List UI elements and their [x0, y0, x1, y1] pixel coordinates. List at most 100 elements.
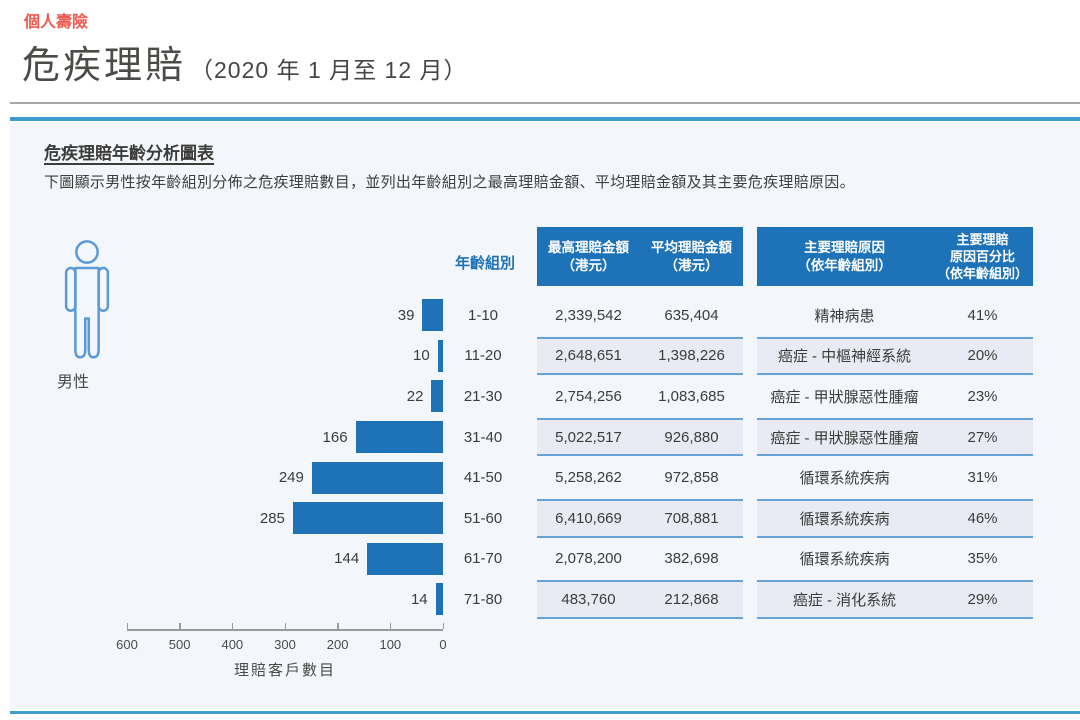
bar-value-label: 249 [278, 469, 304, 487]
max-claim-cell: 483,760 [561, 590, 616, 608]
bar-cell: 10 [10, 336, 443, 377]
bar-cell: 39 [10, 295, 443, 336]
bar-value-label: 285 [259, 509, 285, 527]
bar-value-label: 166 [322, 428, 348, 446]
bar-cell: 144 [10, 539, 443, 580]
bar [367, 542, 443, 575]
avg-claim-cell: 1,398,226 [658, 347, 725, 365]
bar-value-label: 22 [406, 387, 424, 405]
avg-claim-cell: 212,868 [664, 590, 719, 608]
x-axis-tick-label: 0 [439, 637, 447, 652]
reason-percentage-cell: 27% [967, 428, 998, 446]
bar [311, 461, 443, 494]
claim-reason-cell: 循環系統疾病 [799, 551, 890, 569]
max-claim-cell: 2,754,256 [555, 387, 622, 405]
page-title-text: 危疾理賠 [22, 45, 187, 87]
max-claim-cell: 6,410,669 [555, 509, 622, 527]
row-shade [537, 580, 743, 619]
claim-reason-cell: 癌症 - 消化系統 [792, 591, 897, 609]
max-claim-cell: 2,648,651 [555, 347, 622, 365]
age-group-cell: 1-10 [467, 306, 499, 324]
age-group-column-header: 年齡組別 [454, 255, 515, 272]
x-axis-title: 理賠客戶數目 [233, 662, 336, 679]
x-axis-tick [231, 623, 234, 629]
x-axis-line [127, 629, 443, 631]
claim-reason-cell: 精神病患 [814, 307, 875, 325]
reason-percentage-column-header: 主要理賠 原因百分比 （依年齡組別） [936, 231, 1028, 282]
male-icon [64, 240, 110, 359]
avg-claim-cell: 635,404 [664, 306, 719, 324]
row-shade [537, 417, 743, 457]
row-shade [757, 580, 1033, 619]
table-row: 249 41-50 5,258,262 972,858 循環系統疾病 31% [10, 457, 1080, 498]
section-description: 下圖顯示男性按年齡組別分佈之危疾理賠數目，並列出年齡組別之最高理賠金額、平均理賠… [44, 174, 855, 191]
table-row: 144 61-70 2,078,200 382,698 循環系統疾病 35% [10, 539, 1080, 580]
avg-claim-cell: 382,698 [664, 550, 719, 568]
reason-header-box: 主要理賠原因 （依年齡組別） 主要理賠 原因百分比 （依年齡組別） [757, 227, 1033, 286]
main-reason-column-header: 主要理賠原因 （依年齡組別） [797, 239, 892, 273]
reason-percentage-cell: 23% [967, 387, 998, 405]
avg-claim-cell: 708,881 [664, 509, 719, 527]
max-claim-cell: 2,078,200 [555, 550, 622, 568]
gender-label: 男性 [57, 374, 90, 391]
max-claim-cell: 2,339,542 [555, 306, 622, 324]
x-axis-tick [284, 623, 286, 629]
x-axis-tick-label: 500 [168, 637, 191, 652]
avg-claim-column-header: 平均理賠金額 （港元） [651, 239, 732, 273]
table-row: 285 51-60 6,410,669 708,881 循環系統疾病 46% [10, 498, 1080, 539]
age-group-cell: 71-80 [463, 590, 503, 608]
reason-percentage-cell: 41% [967, 306, 998, 324]
x-axis-tick [126, 623, 128, 629]
claim-reason-cell: 循環系統疾病 [799, 470, 890, 488]
male-icon-body [74, 266, 100, 359]
row-shade [757, 417, 1033, 457]
x-axis-tick-label: 200 [326, 637, 349, 652]
reason-percentage-cell: 46% [967, 509, 998, 527]
bar [437, 339, 443, 372]
avg-claim-cell: 926,880 [664, 428, 719, 446]
section-heading: 危疾理賠年齡分析圖表 [44, 144, 214, 163]
x-axis-tick [442, 623, 444, 629]
reason-percentage-cell: 29% [967, 590, 998, 608]
bar-chart: 39 1-10 2,339,542 635,404 精神病患 41% 10 11-20 2,64… [10, 122, 1080, 709]
bar-cell: 249 [10, 457, 443, 498]
claim-reason-cell: 癌症 - 甲狀腺惡性腫瘤 [770, 388, 919, 406]
divider-gray [10, 102, 1080, 104]
table-row: 14 71-80 483,760 212,868 癌症 - 消化系統 29% [10, 579, 1080, 620]
claim-reason-cell: 癌症 - 中樞神經系統 [777, 348, 912, 366]
analysis-panel: 危疾理賠年齡分析圖表 下圖顯示男性按年齡組別分佈之危疾理賠數目，並列出年齡組別之… [10, 122, 1080, 709]
bar-cell: 22 [10, 376, 443, 417]
x-axis-tick [337, 623, 339, 629]
max-claim-cell: 5,258,262 [555, 469, 622, 487]
x-axis-tick [389, 623, 392, 629]
x-axis-tick-label: 400 [221, 637, 244, 652]
bar [422, 299, 443, 332]
bar-value-label: 39 [397, 306, 415, 324]
divider-blue-top [10, 117, 1080, 121]
table-row: 10 11-20 2,648,651 1,398,226 癌症 - 中樞神經系統 20% [10, 336, 1080, 377]
eyebrow-label: 個人壽險 [24, 14, 89, 31]
male-icon-head [75, 240, 99, 264]
bar [431, 380, 443, 413]
age-group-cell: 41-50 [463, 469, 503, 487]
age-group-cell: 51-60 [463, 509, 503, 527]
bar [355, 421, 443, 454]
table-row: 166 31-40 5,022,517 926,880 癌症 - 甲狀腺惡性腫瘤 27% [10, 417, 1080, 458]
avg-claim-cell: 972,858 [664, 469, 719, 487]
bar [292, 502, 443, 535]
amount-header-box: 最高理賠金額 （港元） 平均理賠金額 （港元） [537, 227, 743, 286]
bar-cell: 285 [10, 498, 443, 539]
row-shade [537, 336, 743, 376]
reason-percentage-cell: 31% [967, 469, 998, 487]
divider-blue-bottom [10, 711, 1080, 714]
bar-cell: 14 [10, 579, 443, 620]
row-shade [757, 336, 1033, 376]
page-title: 危疾理賠 （2020 年 1 月至 12 月） [22, 34, 468, 89]
x-axis-tick-label: 600 [116, 637, 138, 652]
page-title-period: （2020 年 1 月至 12 月） [190, 57, 468, 83]
x-axis-tick-label: 300 [274, 637, 296, 652]
bar-cell: 166 [10, 417, 443, 458]
max-claim-cell: 5,022,517 [555, 428, 622, 446]
x-axis-tick-label: 100 [379, 637, 402, 652]
